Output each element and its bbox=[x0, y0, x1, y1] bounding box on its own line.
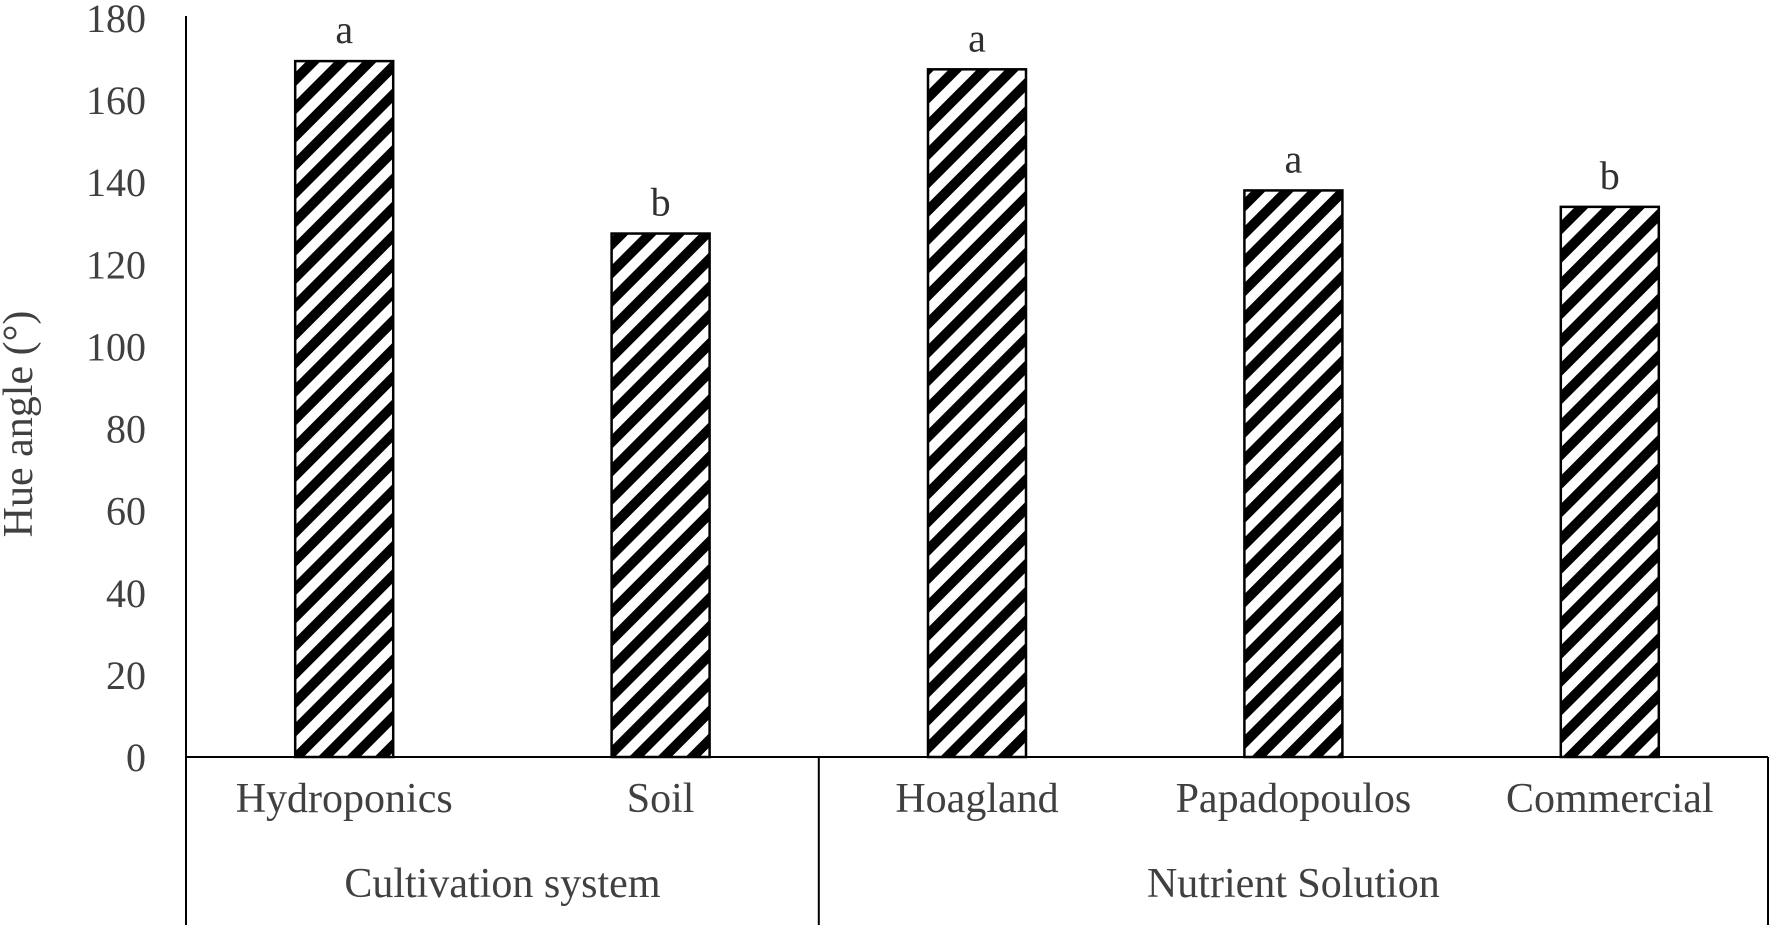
bar bbox=[1243, 189, 1344, 759]
y-tick-label: 180 bbox=[86, 0, 146, 41]
bar bbox=[610, 232, 711, 759]
group-label: Nutrient Solution bbox=[1147, 861, 1440, 907]
bar bbox=[293, 59, 395, 759]
significance-letter: a bbox=[335, 7, 353, 52]
bar bbox=[1559, 205, 1661, 759]
y-tick-label: 120 bbox=[86, 242, 146, 287]
y-tick-label: 0 bbox=[126, 735, 146, 780]
category-label: Hoagland bbox=[895, 776, 1058, 822]
group-label: Cultivation system bbox=[344, 861, 661, 907]
bars bbox=[293, 59, 1661, 759]
y-tick-label: 140 bbox=[86, 160, 146, 205]
significance-letter: a bbox=[968, 15, 986, 60]
category-label: Hydroponics bbox=[236, 776, 453, 822]
y-axis-label: Hue angle (°) bbox=[0, 311, 42, 538]
significance-letter: b bbox=[651, 180, 671, 225]
bar bbox=[926, 68, 1028, 759]
category-label: Papadopoulos bbox=[1176, 776, 1412, 822]
y-tick-label: 20 bbox=[106, 653, 146, 698]
significance-letter: b bbox=[1600, 153, 1620, 198]
y-tick-label: 80 bbox=[106, 407, 146, 452]
y-tick-label: 100 bbox=[86, 324, 146, 369]
significance-letter: a bbox=[1285, 136, 1303, 181]
category-label: Soil bbox=[627, 776, 695, 822]
y-tick-label: 40 bbox=[106, 571, 146, 616]
labels: 0 20 40 60 80 100 120 140 160 180 a Hydroponics b Soi… bbox=[86, 0, 1714, 907]
y-tick-label: 160 bbox=[86, 78, 146, 123]
y-tick-label: 60 bbox=[106, 489, 146, 534]
category-label: Commercial bbox=[1506, 776, 1714, 822]
